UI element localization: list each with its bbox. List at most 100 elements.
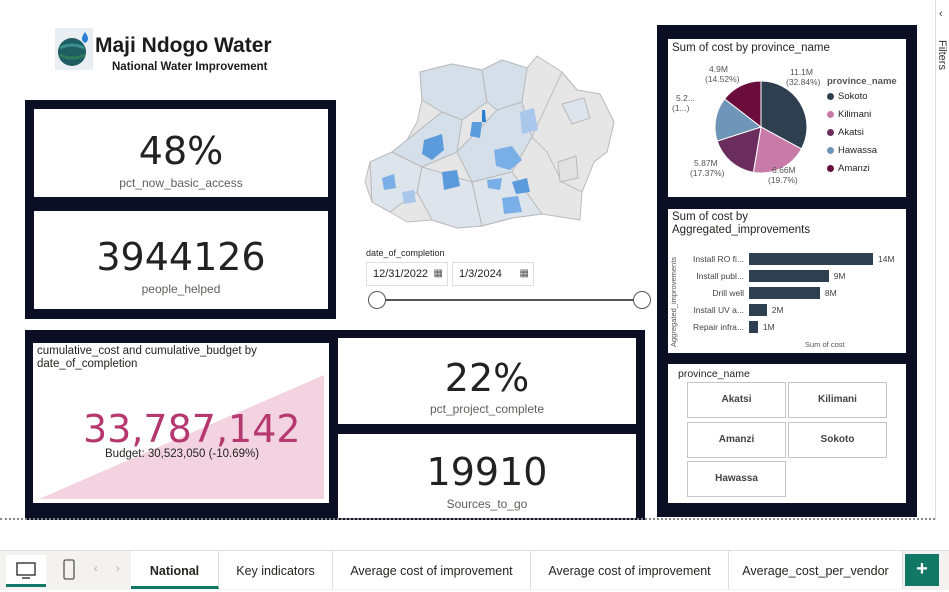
tab-national[interactable]: National xyxy=(131,551,219,589)
mobile-view-icon[interactable] xyxy=(52,555,86,587)
legend-item-kilimani[interactable]: Kilimani xyxy=(827,109,871,120)
chevron-left-icon[interactable]: ‹ xyxy=(94,563,98,575)
bar-value-label: 2M xyxy=(771,305,784,315)
pie-slice-sokoto[interactable] xyxy=(760,80,808,150)
province-button-hawassa[interactable]: Hawassa xyxy=(687,461,786,497)
legend-dot-icon xyxy=(827,92,834,100)
bar-chart-card[interactable]: Sum of cost by Aggregated_improvements A… xyxy=(668,209,906,353)
kpi-label: Sources_to_go xyxy=(446,497,528,511)
date-end-input[interactable]: 1/3/2024 ▦ xyxy=(452,262,534,286)
pie-legend-title: province_name xyxy=(827,76,897,87)
bar-value-label: 14M xyxy=(878,254,895,264)
legend-item-amanzi[interactable]: Amanzi xyxy=(827,163,870,174)
date-slicer-label: date_of_completion xyxy=(366,248,445,258)
province-button-sokoto[interactable]: Sokoto xyxy=(788,422,887,458)
pie-data-label: 4.9M (14.52%) xyxy=(705,64,740,84)
calendar-icon[interactable]: ▦ xyxy=(519,268,529,279)
kpi-card-project-complete[interactable]: 22% pct_project_complete xyxy=(338,338,636,424)
bar-category-label: Drill well xyxy=(712,288,744,298)
kpi-card-people-helped[interactable]: 3944126 people_helped xyxy=(34,211,328,309)
kpi-value: 3944126 xyxy=(96,235,266,279)
bar-category-label: Install RO fi... xyxy=(692,254,744,264)
report-canvas: Maji Ndogo Water National Water Improvem… xyxy=(25,25,917,520)
date-end-value: 1/3/2024 xyxy=(459,268,502,280)
kpi-value: 22% xyxy=(444,356,530,400)
legend-item-hawassa[interactable]: Hawassa xyxy=(827,145,877,156)
pie-chart[interactable]: 11.1M (32.84%) 6.66M (19.7%) 5.87M (17.37%) 5.… xyxy=(668,39,906,197)
kpi-value: 19910 xyxy=(426,450,548,494)
province-button-akatsi[interactable]: Akatsi xyxy=(687,382,786,418)
province-slicer-title: province_name xyxy=(678,368,750,380)
cumulative-budget: Budget: 30,523,050 (-10.69%) xyxy=(105,448,260,460)
bar-xlabel: Sum of cost xyxy=(805,340,845,349)
cumulative-title: cumulative_cost and cumulative_budget by… xyxy=(37,345,257,370)
bar-category-label: Install UV a... xyxy=(693,305,744,315)
page-boundary xyxy=(0,518,935,520)
chevron-left-icon[interactable]: ‹ xyxy=(939,8,943,20)
tab-average-cost-2[interactable]: Average cost of improvement xyxy=(531,551,729,589)
date-slider-handle-start[interactable] xyxy=(368,291,386,309)
legend-label: Kilimani xyxy=(838,109,872,120)
pie-chart-card[interactable]: Sum of cost by province_name 11.1M (32.84… xyxy=(668,39,906,197)
bar-ylabel: Aggregated_improvements xyxy=(669,256,678,347)
bar-0[interactable] xyxy=(749,253,873,265)
date-slider-track[interactable] xyxy=(376,299,642,301)
filters-label[interactable]: Filters xyxy=(936,40,948,70)
map-shape xyxy=(364,55,615,229)
bar-4[interactable] xyxy=(749,321,758,333)
legend-dot-icon xyxy=(827,164,834,172)
pie-data-label: 6.66M (19.7%) xyxy=(768,165,798,185)
pie-slice-akatsi[interactable] xyxy=(716,126,762,173)
cumulative-card[interactable]: cumulative_cost and cumulative_budget by… xyxy=(33,343,329,503)
kpi-label: pct_now_basic_access xyxy=(119,176,243,190)
bar-value-label: 9M xyxy=(833,271,846,281)
logo xyxy=(55,28,93,70)
kpi-card-basic-access[interactable]: 48% pct_now_basic_access xyxy=(34,109,328,197)
pie-data-label: 5.87M (17.37%) xyxy=(690,158,725,178)
legend-dot-icon xyxy=(827,128,834,136)
pie-data-label: 5.2... (1...) xyxy=(672,93,695,113)
bar-3[interactable] xyxy=(749,304,767,316)
tab-average-cost-per-vendor[interactable]: Average_cost_per_vendor xyxy=(729,551,903,589)
date-slider-handle-end[interactable] xyxy=(633,291,651,309)
legend-dot-icon xyxy=(827,146,834,154)
cumulative-value: 33,787,142 xyxy=(83,407,301,451)
legend-dot-icon xyxy=(827,110,834,118)
bar-2[interactable] xyxy=(749,287,820,299)
date-start-input[interactable]: 12/31/2022 ▦ xyxy=(366,262,448,286)
kpi-value: 48% xyxy=(138,129,224,173)
bar-title: Sum of cost by Aggregated_improvements xyxy=(672,211,811,236)
page-tab-bar: ‹ › National Key indicators Average cost… xyxy=(0,550,949,590)
filters-pane[interactable]: ‹ Filters xyxy=(935,0,949,520)
legend-label: Hawassa xyxy=(838,145,878,156)
bar-category-label: Repair infra... xyxy=(692,322,744,332)
add-page-button[interactable]: + xyxy=(905,554,939,586)
kpi-label: people_helped xyxy=(141,282,221,296)
pie-title: Sum of cost by province_name xyxy=(672,42,830,54)
desktop-view-icon[interactable] xyxy=(6,555,46,587)
pie-slice-amanzi[interactable] xyxy=(723,80,762,129)
province-map[interactable] xyxy=(362,42,622,232)
kpi-card-sources-to-go[interactable]: 19910 Sources_to_go xyxy=(338,434,636,518)
pie-data-label: 11.1M (32.84%) xyxy=(786,67,821,87)
bar-category-label: Install publ... xyxy=(696,271,744,281)
bar-value-label: 8M xyxy=(824,288,837,298)
bar-value-label: 1M xyxy=(762,322,775,332)
legend-item-sokoto[interactable]: Sokoto xyxy=(827,91,868,102)
province-button-amanzi[interactable]: Amanzi xyxy=(687,422,786,458)
kpi-label: pct_project_complete xyxy=(429,402,545,416)
legend-label: Akatsi xyxy=(838,127,864,138)
tab-average-cost-1[interactable]: Average cost of improvement xyxy=(333,551,531,589)
calendar-icon[interactable]: ▦ xyxy=(433,268,443,279)
tab-key-indicators[interactable]: Key indicators xyxy=(219,551,333,589)
province-button-kilimani[interactable]: Kilimani xyxy=(788,382,887,418)
pie-slice-kilimani[interactable] xyxy=(752,126,803,174)
legend-label: Amanzi xyxy=(838,163,870,174)
legend-label: Sokoto xyxy=(838,91,868,102)
legend-item-akatsi[interactable]: Akatsi xyxy=(827,127,864,138)
water-drop-logo-icon xyxy=(55,28,93,70)
date-start-value: 12/31/2022 xyxy=(373,268,429,280)
chevron-right-icon[interactable]: › xyxy=(116,563,120,575)
bar-1[interactable] xyxy=(749,270,829,282)
page-title: Maji Ndogo Water xyxy=(95,34,272,57)
